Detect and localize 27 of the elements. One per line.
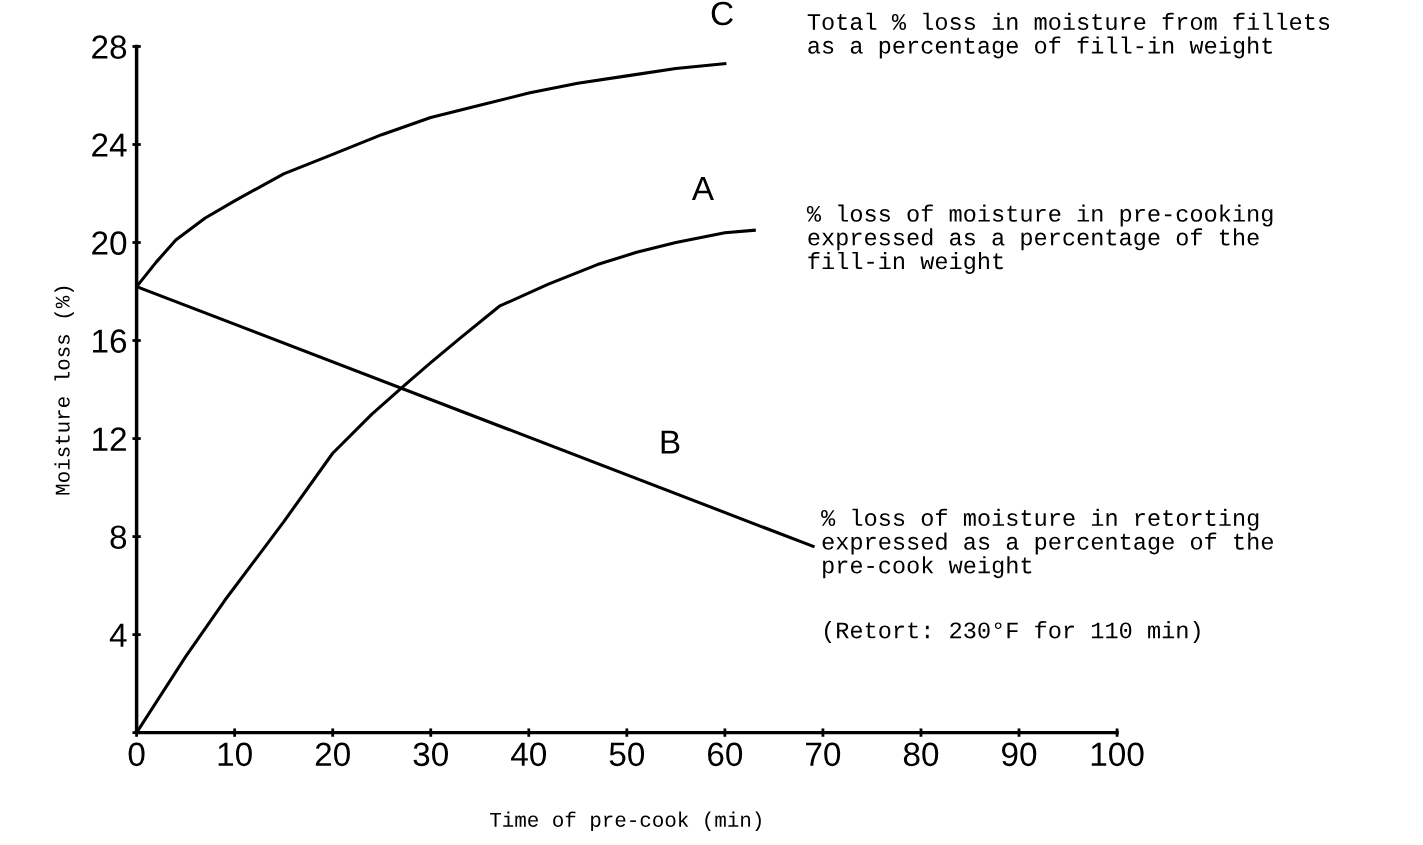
- annotation: % loss of moisture in retorting expressed as a percentage of the pre-cook weight: [821, 508, 1273, 579]
- x-tick-label: 80: [903, 742, 939, 767]
- y-tick-label: 24: [92, 133, 127, 157]
- series-label: B: [661, 430, 680, 454]
- y-tick-label: 8: [110, 525, 127, 549]
- x-tick-label: 90: [1002, 742, 1037, 767]
- x-tick-label: 100: [1091, 742, 1144, 767]
- x-tick-label: 40: [511, 742, 547, 767]
- x-tick-label: 30: [413, 742, 448, 767]
- x-axis-title: Time of pre-cook (min): [490, 811, 761, 832]
- x-tick-label: 20: [315, 742, 350, 767]
- annotation: (Retort: 230°F for 110 min): [825, 621, 1200, 644]
- y-tick-label: 12: [93, 427, 126, 451]
- x-tick-label: 10: [218, 742, 252, 767]
- series-label: A: [691, 177, 714, 200]
- y-tick-label: 16: [93, 329, 127, 353]
- x-tick-label: 60: [708, 742, 743, 767]
- y-axis-title: Moisture loss (%): [54, 286, 74, 495]
- annotation: Total % loss in moisture from fillets as a percentage of fill-in weight: [807, 12, 1330, 59]
- x-tick-label: 50: [609, 742, 645, 767]
- x-tick-label: 0: [128, 742, 145, 767]
- y-tick-label: 20: [92, 231, 127, 255]
- y-tick-label: 4: [109, 623, 127, 647]
- annotation: % loss of moisture in pre-cooking expressed as a percentage of the fill-in weight: [806, 204, 1273, 274]
- x-tick-label: 70: [806, 742, 841, 767]
- y-tick-label: 28: [92, 35, 127, 59]
- series-label: C: [711, 1, 733, 26]
